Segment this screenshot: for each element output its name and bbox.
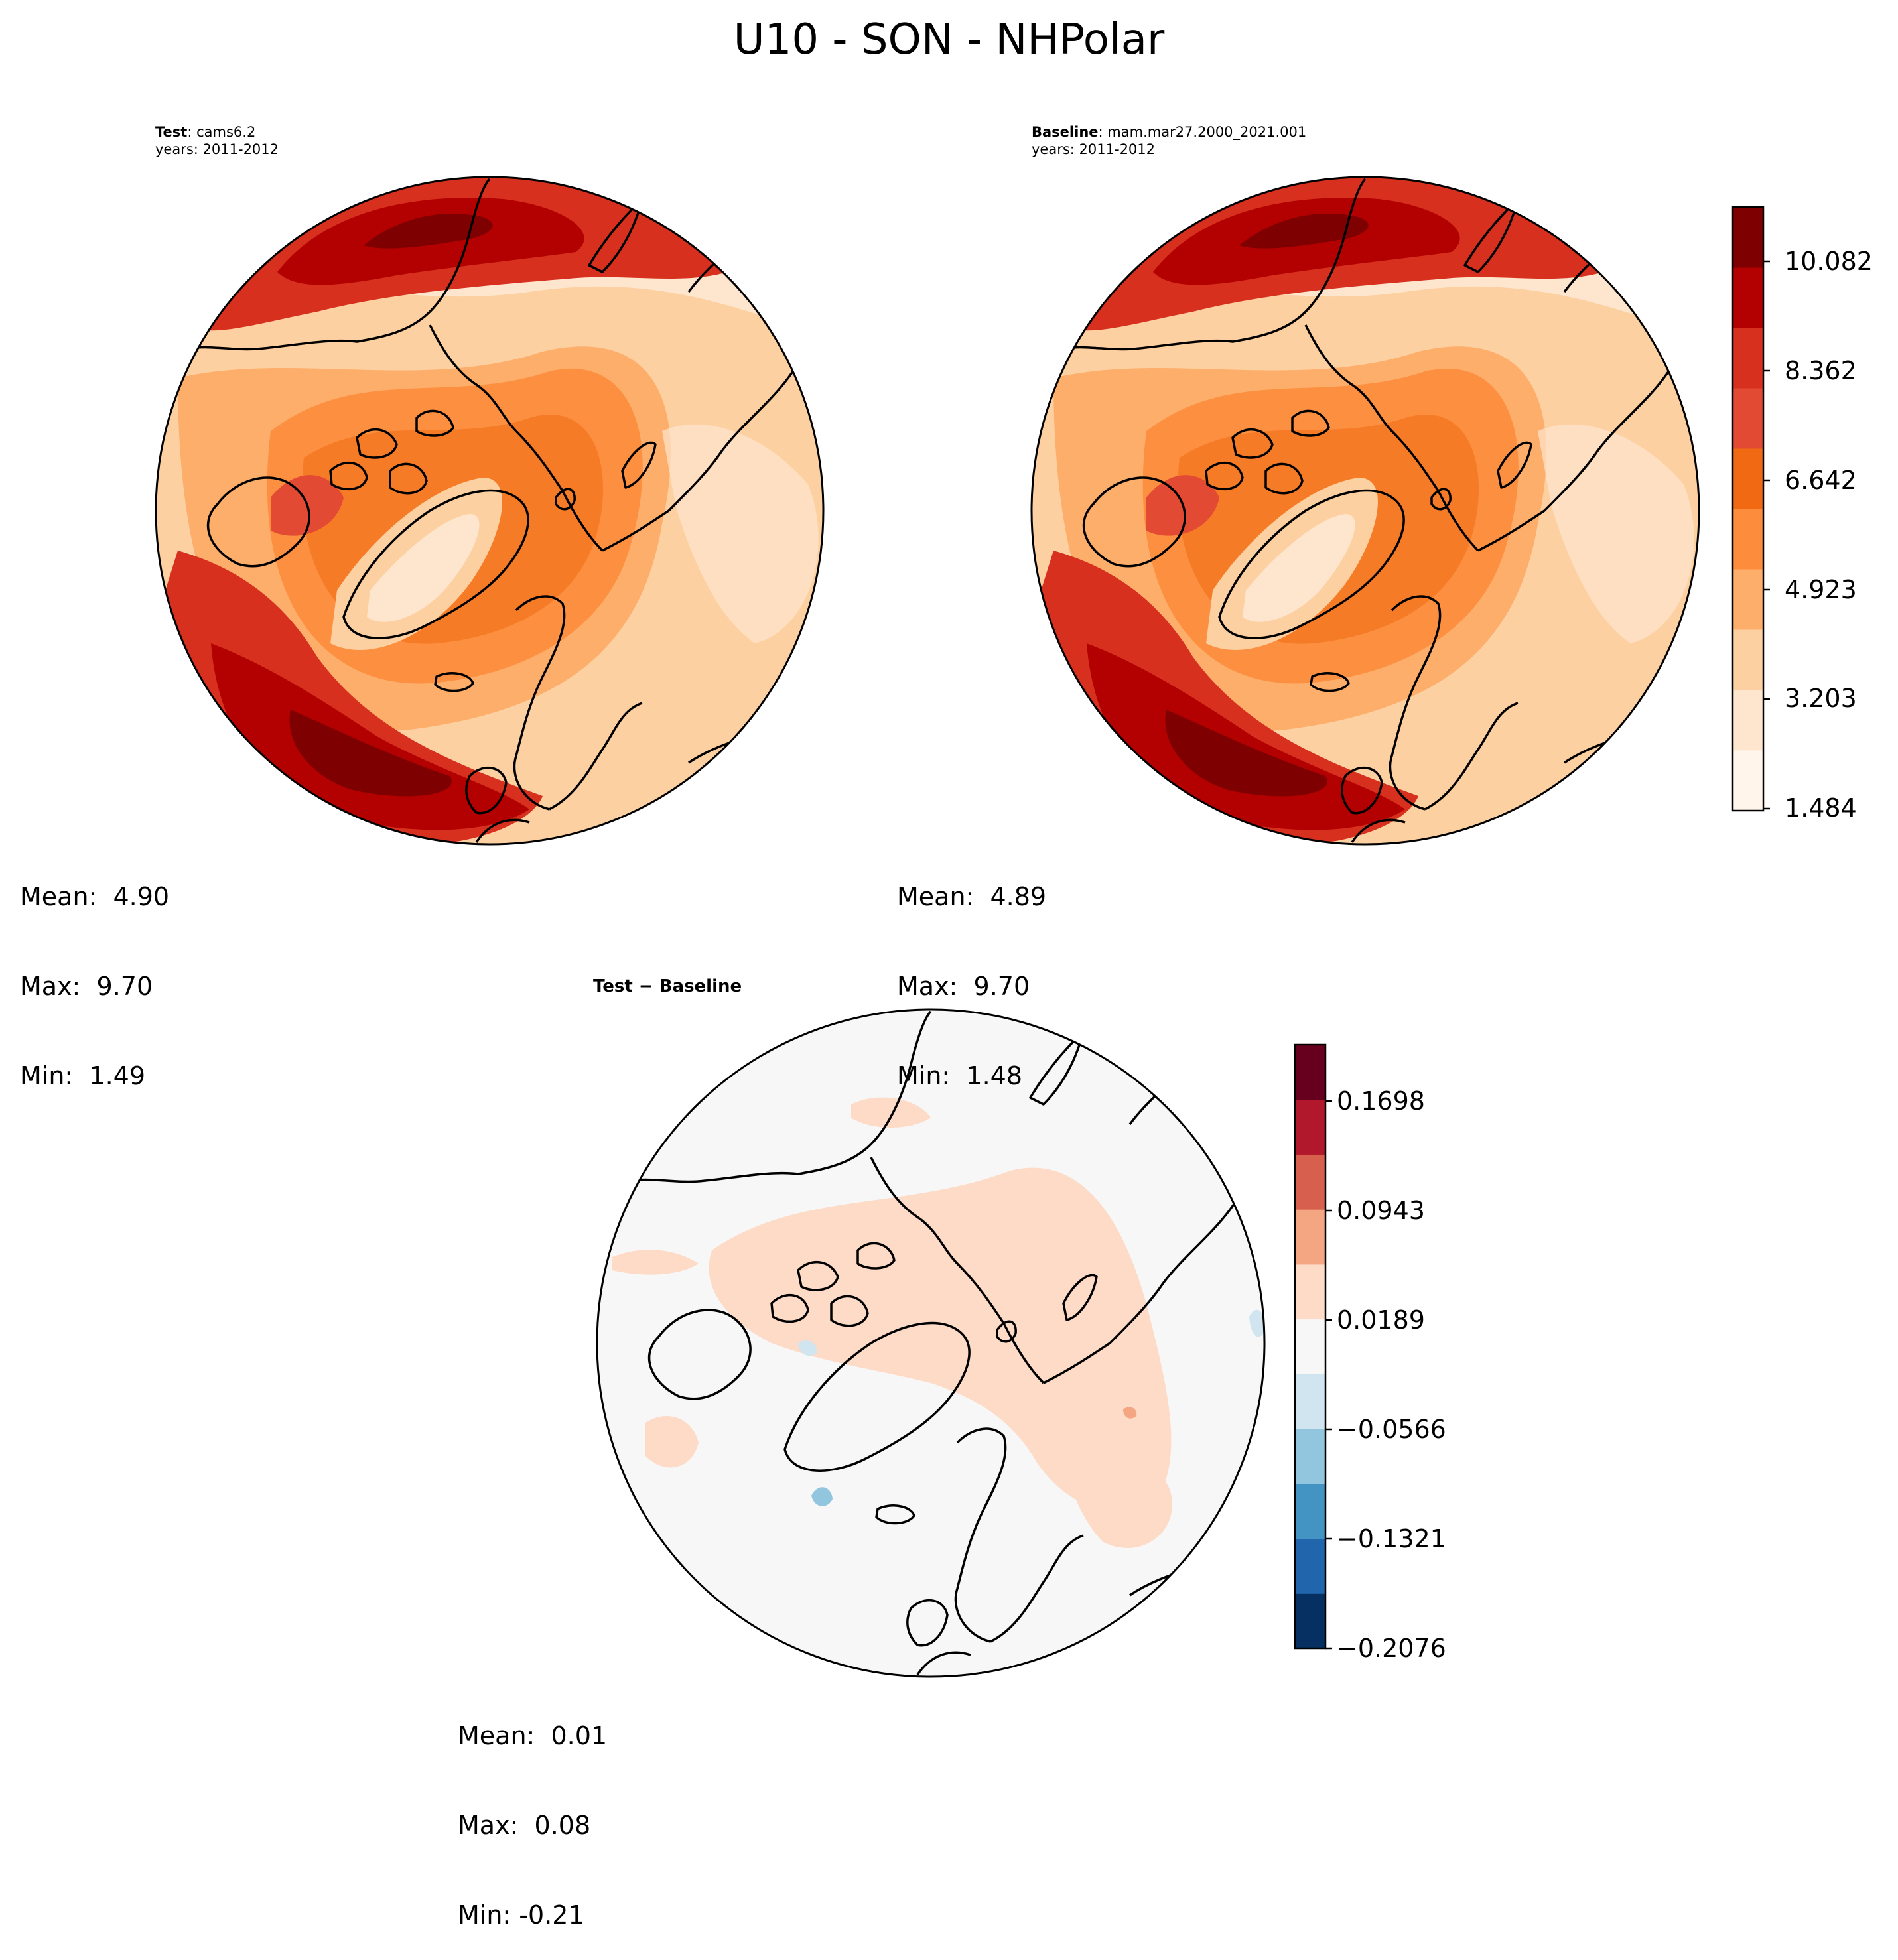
diff-colorbar xyxy=(1294,1043,1332,1650)
baseline-label: Baseline xyxy=(1032,124,1099,140)
main-colorbar-band xyxy=(1733,328,1763,389)
diff-colorbar-tick: 0.1698 xyxy=(1337,1086,1425,1116)
diff-colorbar-band xyxy=(1295,1538,1325,1594)
main-colorbar-tick: 1.484 xyxy=(1785,793,1857,822)
baseline-case: mam.mar27.2000_2021.001 xyxy=(1107,124,1307,140)
main-colorbar-tick: 10.082 xyxy=(1785,247,1873,276)
test-max: Max: 9.70 xyxy=(20,972,153,1001)
main-colorbar-band xyxy=(1733,690,1763,751)
main-colorbar-tick: 8.362 xyxy=(1785,356,1857,385)
main-colorbar-band xyxy=(1733,388,1763,449)
test-case: cams6.2 xyxy=(196,124,256,140)
baseline-max: Max: 9.70 xyxy=(897,972,1030,1001)
diff-colorbar-band xyxy=(1295,1429,1325,1484)
main-colorbar xyxy=(1731,206,1770,812)
baseline-stats: Mean: 4.89 Max: 9.70 Min: 1.48 xyxy=(897,822,1046,1121)
main-colorbar-band xyxy=(1733,569,1763,630)
diff-colorbar-tick: −0.2076 xyxy=(1337,1634,1446,1663)
diff-colorbar-band xyxy=(1295,1593,1325,1649)
diff-panel-title: Test − Baseline xyxy=(593,976,742,996)
diff-colorbar-band xyxy=(1295,1099,1325,1155)
main-colorbar-band xyxy=(1733,267,1763,328)
baseline-years: years: 2011-2012 xyxy=(1032,141,1156,157)
diff-min: Min: -0.21 xyxy=(458,1900,584,1929)
diff-max: Max: 0.08 xyxy=(458,1811,591,1840)
diff-colorbar-band xyxy=(1295,1154,1325,1210)
main-colorbar-frame xyxy=(1731,206,1765,812)
diff-colorbar-band xyxy=(1295,1483,1325,1539)
main-colorbar-band xyxy=(1733,207,1763,268)
test-map xyxy=(155,176,825,846)
test-label: Test xyxy=(155,124,188,140)
test-stats: Mean: 4.90 Max: 9.70 Min: 1.49 xyxy=(20,822,169,1121)
diff-colorbar-band xyxy=(1295,1264,1325,1320)
baseline-mean: Mean: 4.89 xyxy=(897,882,1047,911)
main-colorbar-band xyxy=(1733,629,1763,690)
diff-colorbar-frame xyxy=(1294,1043,1327,1650)
diff-colorbar-tick: 0.0943 xyxy=(1337,1196,1425,1225)
diff-colorbar-band xyxy=(1295,1209,1325,1265)
test-years: years: 2011-2012 xyxy=(155,141,279,157)
figure-canvas xyxy=(155,176,1770,1678)
diff-mean: Mean: 0.01 xyxy=(458,1721,608,1750)
main-colorbar-band xyxy=(1733,750,1763,811)
baseline-min: Min: 1.48 xyxy=(897,1061,1022,1090)
diff-colorbar-band xyxy=(1295,1374,1325,1429)
baseline-map xyxy=(1030,176,1700,846)
test-panel-title: Test: cams6.2 xyxy=(155,124,256,140)
diff-colorbar-band xyxy=(1295,1045,1325,1100)
diff-map xyxy=(596,1008,1266,1678)
main-colorbar-tick: 3.203 xyxy=(1785,684,1857,713)
test-min: Min: 1.49 xyxy=(20,1061,145,1090)
diff-colorbar-tick: −0.1321 xyxy=(1337,1524,1446,1553)
main-colorbar-tick: 4.923 xyxy=(1785,575,1857,604)
test-mean: Mean: 4.90 xyxy=(20,882,170,911)
diff-colorbar-band xyxy=(1295,1319,1325,1374)
main-colorbar-band xyxy=(1733,509,1763,570)
diff-stats: Mean: 0.01 Max: 0.08 Min: -0.21 xyxy=(458,1662,607,1960)
diff-colorbar-tick: 0.0189 xyxy=(1337,1305,1425,1335)
figure-title: U10 - SON - NHPolar xyxy=(733,15,1165,64)
main-colorbar-tick: 6.642 xyxy=(1785,466,1857,495)
main-colorbar-band xyxy=(1733,448,1763,509)
baseline-panel-title: Baseline: mam.mar27.2000_2021.001 xyxy=(1032,124,1307,140)
diff-colorbar-tick: −0.0566 xyxy=(1337,1415,1446,1444)
